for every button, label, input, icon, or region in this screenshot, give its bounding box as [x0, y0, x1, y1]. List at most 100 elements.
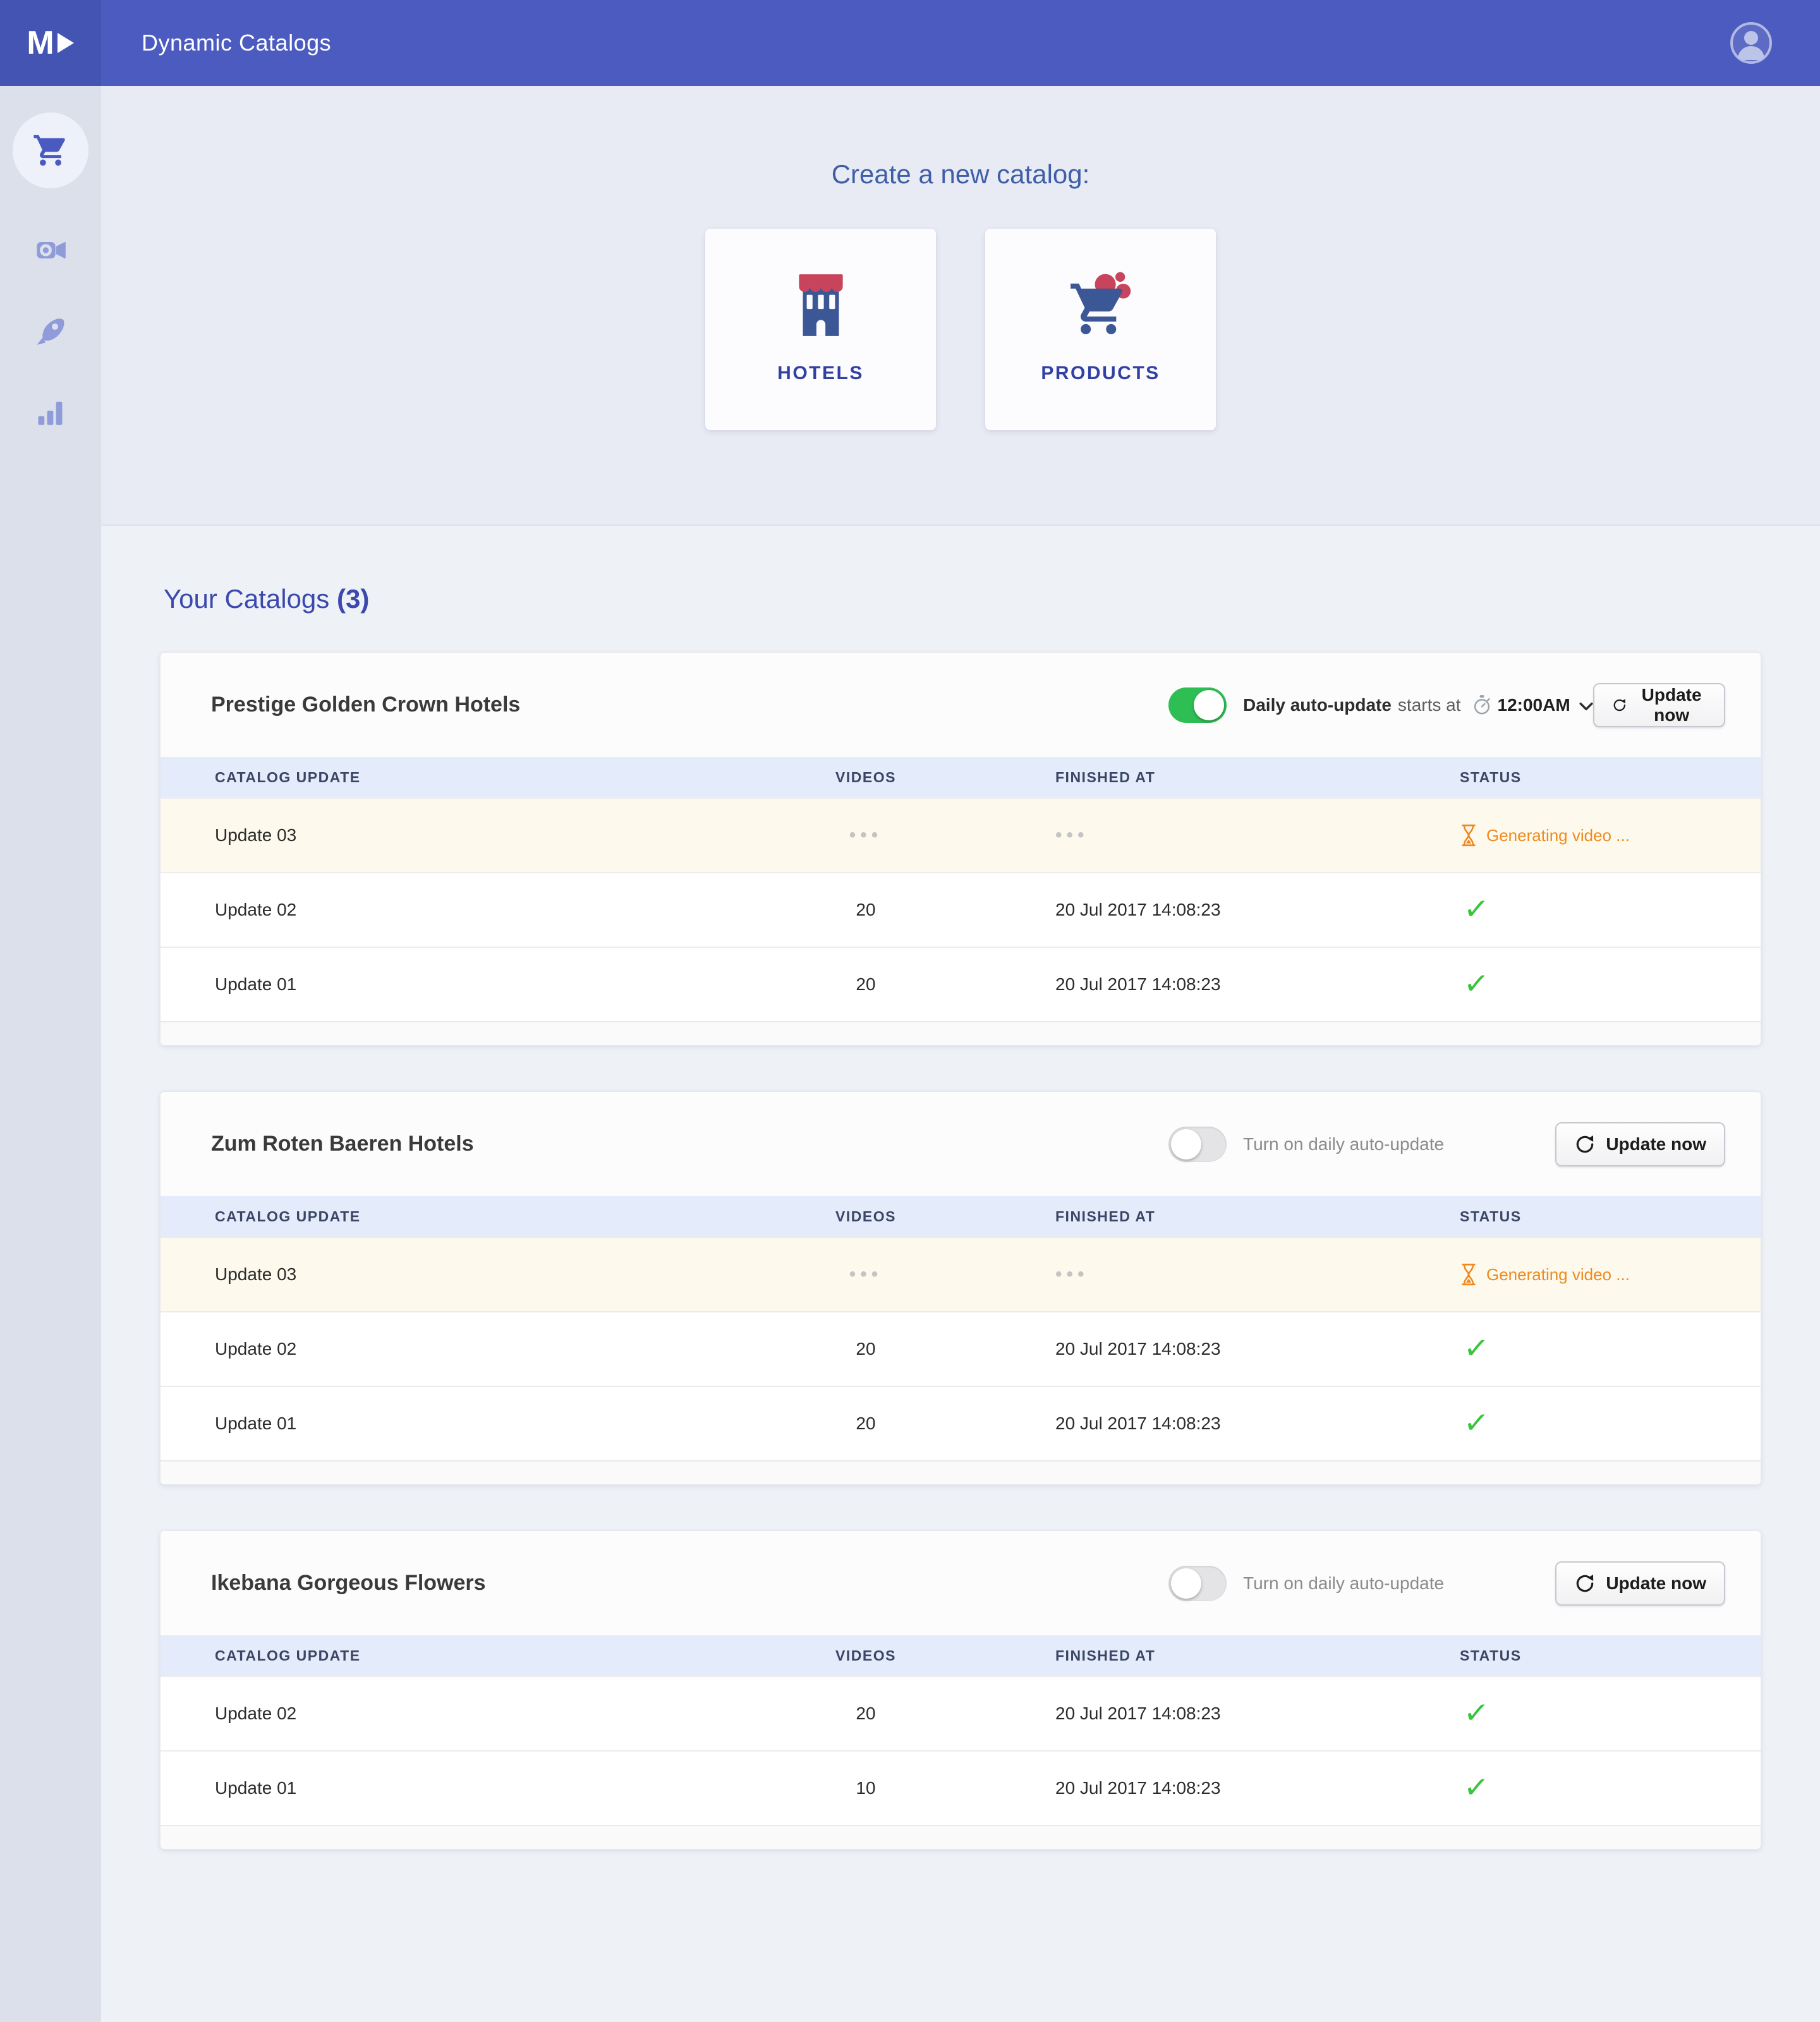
card-footer: [161, 1825, 1761, 1849]
auto-update-label: Daily auto-update starts at: [1243, 695, 1461, 715]
col-header-finished-at: FINISHED AT: [1055, 768, 1156, 785]
stopwatch-icon: [1474, 694, 1490, 714]
cell-update: Update 02: [215, 1704, 297, 1723]
topbar: M Dynamic Catalogs: [0, 0, 1820, 86]
sidebar-item-analytics[interactable]: [0, 374, 101, 450]
cell-update: Update 02: [215, 1339, 297, 1359]
table-header: CATALOG UPDATE VIDEOS FINISHED AT STATUS: [161, 1196, 1761, 1237]
cell-videos-pending: •••: [849, 1264, 883, 1285]
status-generating-text: Generating video ...: [1486, 825, 1630, 845]
rocket-icon: [37, 318, 64, 345]
hourglass-icon: [1462, 1263, 1476, 1286]
status-generating-text: Generating video ...: [1486, 1264, 1630, 1284]
refresh-icon: [1577, 1135, 1594, 1153]
toggle-knob: [1194, 689, 1224, 720]
storefront-icon: [798, 274, 843, 336]
sidebar: [0, 86, 101, 2022]
table-row: Update 02 20 20 Jul 2017 14:08:23 ✓: [161, 872, 1761, 947]
cell-status: Generating video ...: [1460, 824, 1706, 847]
sidebar-item-catalogs[interactable]: [0, 112, 101, 188]
col-header-status: STATUS: [1460, 1208, 1522, 1225]
col-header-status: STATUS: [1460, 1647, 1522, 1664]
chevron-down-icon: [1579, 702, 1593, 710]
cell-videos: 10: [856, 1778, 876, 1798]
create-catalog-heading: Create a new catalog:: [831, 159, 1090, 189]
table-row: Update 01 10 20 Jul 2017 14:08:23 ✓: [161, 1750, 1761, 1825]
video-camera-icon: [37, 242, 66, 258]
col-header-videos: VIDEOS: [835, 1647, 896, 1664]
app-logo: M: [0, 0, 101, 86]
cell-videos: 20: [856, 974, 876, 994]
update-now-label: Update now: [1606, 1573, 1706, 1593]
catalog-count: (3): [336, 584, 370, 614]
cell-finished-pending: •••: [1055, 1264, 1089, 1285]
update-now-button[interactable]: Update now: [1555, 1561, 1725, 1606]
auto-update-time-dropdown[interactable]: 12:00AM: [1472, 694, 1593, 716]
update-now-button[interactable]: Update now: [1555, 1122, 1725, 1166]
table-header: CATALOG UPDATE VIDEOS FINISHED AT STATUS: [161, 757, 1761, 797]
cell-status: ✓: [1460, 1406, 1706, 1441]
cell-update: Update 01: [215, 974, 297, 994]
check-icon: ✓: [1462, 892, 1491, 928]
table-row: Update 03 ••• ••• Generating video ...: [161, 797, 1761, 872]
products-label: PRODUCTS: [1041, 363, 1160, 384]
your-catalogs-section: Your Catalogs (3) Prestige Golden Crown …: [101, 526, 1820, 1849]
check-icon: ✓: [1462, 966, 1491, 1002]
col-header-catalog-update: CATALOG UPDATE: [215, 768, 361, 785]
update-now-button[interactable]: Update now: [1592, 682, 1725, 727]
catalog-title: Ikebana Gorgeous Flowers: [211, 1571, 486, 1595]
catalog-title: Prestige Golden Crown Hotels: [211, 693, 521, 717]
update-now-label: Update now: [1641, 684, 1702, 725]
check-icon: ✓: [1462, 1331, 1491, 1367]
page-title: Dynamic Catalogs: [142, 30, 332, 56]
col-header-finished-at: FINISHED AT: [1055, 1647, 1156, 1664]
auto-update-toggle[interactable]: [1168, 1126, 1227, 1162]
bar-chart-icon: [38, 401, 63, 425]
create-hotels-card[interactable]: HOTELS: [705, 229, 936, 430]
refresh-icon: [1613, 698, 1625, 711]
cell-update: Update 01: [215, 1778, 297, 1798]
card-footer: [161, 1021, 1761, 1045]
auto-update-toggle[interactable]: [1168, 687, 1227, 723]
col-header-videos: VIDEOS: [835, 1208, 896, 1225]
play-icon: [57, 33, 74, 53]
cell-finished: 20 Jul 2017 14:08:23: [1055, 1704, 1221, 1723]
cell-update: Update 03: [215, 1264, 297, 1284]
cell-finished: 20 Jul 2017 14:08:23: [1055, 900, 1221, 919]
auto-update-time: 12:00AM: [1497, 694, 1570, 715]
check-icon: ✓: [1462, 1770, 1491, 1806]
cell-videos: 20: [856, 1339, 876, 1359]
active-indicator: [13, 112, 88, 188]
sidebar-item-launch[interactable]: [0, 293, 101, 369]
sidebar-item-videos[interactable]: [0, 212, 101, 288]
col-header-catalog-update: CATALOG UPDATE: [215, 1647, 361, 1664]
hourglass-icon: [1462, 824, 1476, 847]
col-header-videos: VIDEOS: [835, 768, 896, 785]
your-catalogs-heading: Your Catalogs (3): [164, 584, 1761, 614]
catalog-card-ikebana: Ikebana Gorgeous Flowers Turn on daily a…: [160, 1530, 1761, 1849]
auto-update-label-bold: Daily auto-update: [1243, 694, 1392, 715]
catalog-card-zum-roten: Zum Roten Baeren Hotels Turn on daily au…: [160, 1091, 1761, 1485]
col-header-catalog-update: CATALOG UPDATE: [215, 1208, 361, 1225]
cell-finished: 20 Jul 2017 14:08:23: [1055, 1339, 1221, 1359]
col-header-status: STATUS: [1460, 768, 1522, 785]
create-products-card[interactable]: PRODUCTS: [985, 229, 1216, 430]
cell-videos: 20: [856, 900, 876, 919]
table-row: Update 01 20 20 Jul 2017 14:08:23 ✓: [161, 947, 1761, 1021]
catalog-card-prestige: Prestige Golden Crown Hotels Daily auto-…: [160, 652, 1761, 1046]
cell-status: ✓: [1460, 1695, 1706, 1731]
update-now-label: Update now: [1606, 1134, 1706, 1154]
table-row: Update 01 20 20 Jul 2017 14:08:23 ✓: [161, 1386, 1761, 1460]
cell-videos-pending: •••: [849, 825, 883, 845]
auto-update-label-rest: starts at: [1397, 694, 1461, 715]
table-row: Update 02 20 20 Jul 2017 14:08:23 ✓: [161, 1311, 1761, 1386]
cell-status: ✓: [1460, 892, 1706, 928]
cell-status: ✓: [1460, 1770, 1706, 1806]
cell-update: Update 01: [215, 1414, 297, 1433]
cell-videos: 20: [856, 1414, 876, 1433]
auto-update-toggle[interactable]: [1168, 1565, 1227, 1601]
user-avatar[interactable]: [1729, 21, 1773, 65]
check-icon: ✓: [1462, 1695, 1491, 1731]
cell-update: Update 03: [215, 825, 297, 845]
cell-status: Generating video ...: [1460, 1263, 1706, 1286]
